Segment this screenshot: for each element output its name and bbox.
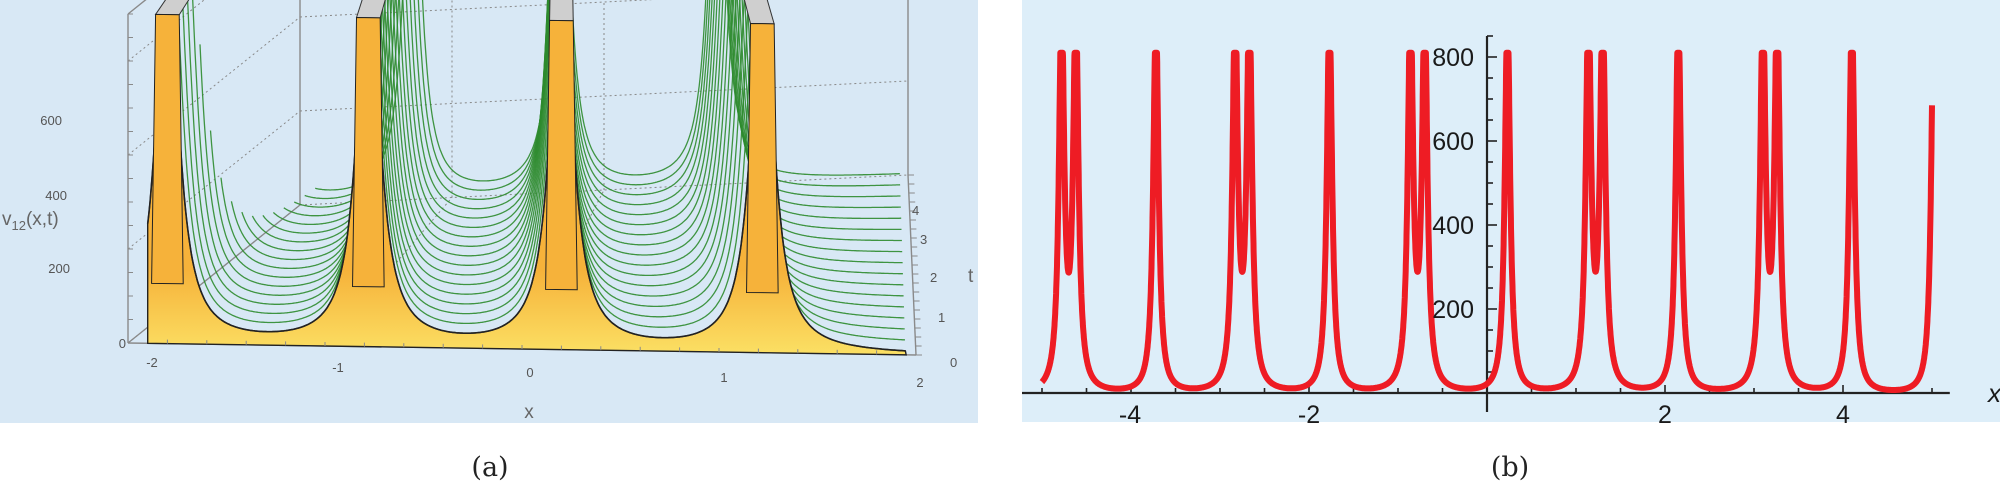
t-tick-0: 0 [950, 355, 957, 370]
x-tick-neg1: -1 [332, 360, 344, 375]
z-tick-0: 0 [119, 336, 126, 351]
t-tick-3: 3 [920, 232, 927, 247]
z-tick-200: 200 [48, 261, 70, 276]
x-tick-4: 4 [1836, 401, 1850, 429]
x-tick-neg2: -2 [146, 355, 158, 370]
caption-a: (a) [471, 452, 509, 483]
x-tick-neg4: -4 [1119, 401, 1141, 429]
z-axis-label: v12(x,t) [2, 209, 59, 233]
x-tick-neg2: -2 [1298, 401, 1320, 429]
x-tick-0: 0 [526, 365, 533, 380]
x-tick-1: 1 [720, 370, 727, 385]
z-tick-400: 400 [45, 188, 67, 203]
t-tick-2: 2 [930, 270, 937, 285]
line-plot-canvas: -4 -2 2 4 200 400 600 800 x [1022, 35, 2000, 429]
y-tick-800: 800 [1432, 44, 1474, 72]
data-curve [1039, 49, 1935, 393]
z-tick-600: 600 [40, 113, 62, 128]
t-tick-4: 4 [912, 203, 919, 218]
surface [146, 0, 907, 356]
y-tick-400: 400 [1432, 212, 1474, 240]
caption-b: (b) [1490, 452, 1530, 483]
x-axis-label: x [1986, 378, 2000, 408]
panel-b-line-plot: -4 -2 2 4 200 400 600 800 x [1022, 0, 2000, 429]
axes [1022, 35, 1950, 412]
x-axis-label: x [524, 402, 534, 423]
bounding-box [127, 0, 917, 356]
surface-plot-canvas: 600 400 200 0 v12(x,t) -2 -1 0 1 2 x 0 1… [2, 0, 974, 423]
axes [127, 13, 922, 356]
panel-a-3d-surface-plot: 600 400 200 0 v12(x,t) -2 -1 0 1 2 x 0 1… [0, 0, 978, 423]
t-tick-1: 1 [938, 310, 945, 325]
y-tick-200: 200 [1432, 296, 1474, 324]
x-tick-2: 2 [916, 375, 923, 390]
y-tick-600: 600 [1432, 128, 1474, 156]
t-axis-label: t [968, 266, 974, 287]
x-tick-2: 2 [1658, 401, 1672, 429]
